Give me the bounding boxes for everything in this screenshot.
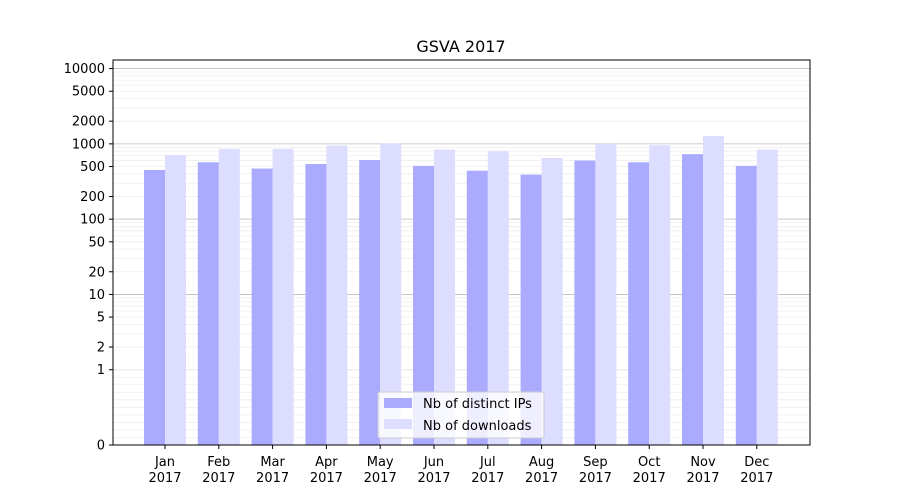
- bar-downloads: [272, 148, 294, 445]
- x-tick-label-year: 2017: [256, 471, 289, 486]
- x-tick-label-month: Jun: [423, 455, 444, 470]
- bar-downloads: [218, 148, 240, 445]
- bar-ips: [466, 170, 488, 445]
- y-tick-label: 1: [97, 363, 105, 378]
- bar-downloads: [649, 145, 671, 446]
- y-tick-label: 5: [97, 311, 105, 326]
- y-tick-label: 50: [88, 235, 105, 250]
- x-tick-label-year: 2017: [202, 471, 235, 486]
- y-tick-label: 2000: [72, 115, 105, 130]
- bar-downloads: [380, 143, 402, 445]
- bar-ips: [628, 162, 650, 445]
- bar-ips: [682, 154, 703, 446]
- bar-ips: [197, 162, 219, 445]
- legend-box: [377, 391, 545, 439]
- bar-ips: [574, 160, 596, 445]
- bar-ips: [305, 164, 327, 445]
- x-tick-label-month: Dec: [744, 455, 769, 470]
- y-tick-label: 500: [80, 160, 105, 175]
- legend-swatch-downloads: [384, 419, 412, 429]
- plot-frame: [112, 59, 811, 446]
- x-tick-label-month: Oct: [638, 455, 660, 470]
- x-tick-label-year: 2017: [310, 471, 343, 486]
- bar-ips: [251, 168, 273, 445]
- x-tick-label-month: Nov: [690, 455, 716, 470]
- x-tick-label-month: Mar: [260, 455, 285, 470]
- bar-ips: [413, 165, 434, 445]
- y-tick-label: 0: [97, 439, 105, 454]
- x-tick-label-month: Feb: [207, 455, 230, 470]
- x-tick-label-year: 2017: [740, 471, 773, 486]
- y-tick-label: 5000: [72, 85, 105, 100]
- y-tick-label: 10: [88, 288, 105, 303]
- bar-downloads: [541, 157, 563, 446]
- legend-label-downloads: Nb of downloads: [423, 419, 532, 434]
- bar-downloads: [756, 149, 778, 445]
- bar-ips: [735, 165, 757, 445]
- bar-downloads: [595, 143, 617, 445]
- y-tick-label: 200: [80, 190, 105, 205]
- bar-downloads: [326, 145, 348, 445]
- y-tick-label: 20: [88, 265, 105, 280]
- y-tick-label: 2: [97, 341, 105, 356]
- x-tick-label-year: 2017: [364, 471, 397, 486]
- y-tick-label: 10000: [64, 62, 105, 77]
- x-axis: Jan2017Feb2017Mar2017Apr2017May2017Jun20…: [148, 445, 773, 486]
- y-tick-label: 1000: [72, 137, 105, 152]
- bar-downloads: [165, 155, 186, 446]
- x-tick-label-month: Aug: [529, 455, 554, 470]
- x-tick-label-month: Apr: [315, 455, 338, 470]
- bar-downloads: [434, 149, 455, 445]
- x-tick-label-month: Jan: [154, 455, 175, 470]
- bar-downloads: [703, 136, 724, 445]
- legend-label-ips: Nb of distinct IPs: [423, 397, 532, 412]
- bars: [144, 136, 778, 446]
- x-tick-label-year: 2017: [579, 471, 612, 486]
- x-tick-label-month: Jul: [479, 455, 496, 470]
- x-tick-label-month: May: [367, 455, 394, 470]
- bar-downloads: [487, 151, 509, 445]
- x-tick-label-month: Sep: [583, 455, 608, 470]
- legend: Nb of distinct IPs Nb of downloads: [377, 391, 545, 439]
- x-tick-label-year: 2017: [525, 471, 558, 486]
- x-tick-label-year: 2017: [471, 471, 504, 486]
- x-tick-label-year: 2017: [686, 471, 719, 486]
- bar-ips: [359, 160, 381, 445]
- legend-swatch-ips: [384, 398, 412, 408]
- x-tick-label-year: 2017: [148, 471, 181, 486]
- bar-ips: [144, 169, 165, 445]
- x-tick-label-year: 2017: [417, 471, 450, 486]
- chart-title: GSVA 2017: [416, 37, 505, 56]
- x-tick-label-year: 2017: [633, 471, 666, 486]
- y-tick-label: 100: [80, 213, 105, 228]
- bar-ips: [520, 174, 542, 445]
- y-axis: 0 1 2 5 10 20 50 100 200 500 1000 2000 5000 10000: [64, 62, 113, 454]
